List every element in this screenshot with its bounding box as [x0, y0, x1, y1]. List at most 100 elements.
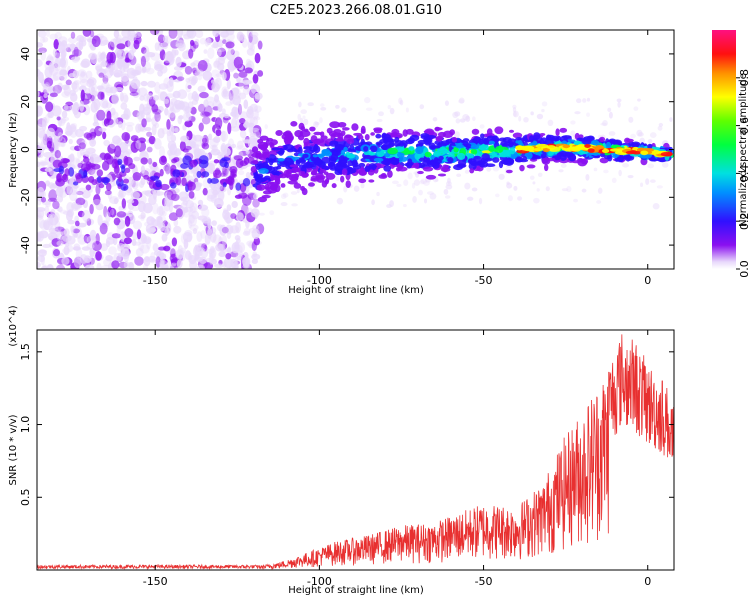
spectrogram-blob [144, 221, 150, 227]
spectrogram-blob [205, 248, 216, 254]
spectrogram-blob [38, 71, 44, 84]
colorbar-ticks: 0.0 0.2 0.4 0.6 0.8 [736, 69, 750, 278]
spectrogram-blob [566, 185, 572, 193]
spectrogram-blob [227, 122, 232, 135]
spectrogram-blob [121, 131, 131, 142]
spectrogram-blob [390, 160, 399, 165]
spectrogram-blob [91, 35, 101, 48]
spectrogram-blob [64, 43, 74, 53]
spectrogram-blob [236, 140, 244, 150]
spectrogram-blob [185, 81, 192, 93]
spectrogram-blob [123, 237, 132, 245]
spectrogram-blob [310, 171, 317, 176]
spectrogram-blob [440, 148, 449, 155]
spectrogram-blob [93, 194, 101, 206]
spectrogram-blob [166, 189, 177, 201]
spectrogram-blob [178, 115, 184, 120]
spectrogram-blob [219, 178, 230, 185]
spectrogram-blob [495, 193, 500, 198]
spectrogram-blob [555, 128, 560, 137]
spectrogram-blob [297, 113, 302, 121]
spectrogram-blob [329, 121, 341, 129]
spectrogram-blob [194, 93, 200, 102]
spectrogram-blob [195, 251, 203, 257]
spectrogram-blob [71, 203, 82, 210]
spectrogram-blob [414, 152, 421, 160]
spectrogram-blob [162, 210, 167, 217]
spectrogram-blob [451, 136, 458, 143]
spectrogram-blob [56, 240, 64, 247]
spectrogram-blob [68, 167, 75, 177]
spectrogram-blob [243, 99, 249, 110]
y-tick-label: 20 [19, 95, 32, 109]
spectrogram-blob [596, 200, 602, 204]
spectrogram-blob [300, 125, 306, 131]
spectrogram-blob [368, 152, 376, 156]
spectrogram-blob [68, 72, 76, 78]
spectrogram-blob [250, 83, 261, 95]
spectrogram-blob [188, 214, 195, 224]
spectrogram-blob [280, 201, 288, 207]
x-tick-label: -50 [475, 274, 493, 287]
spectrogram-blob [517, 196, 523, 201]
spectrogram-blob [233, 56, 244, 69]
spectrogram-blob [382, 133, 391, 140]
spectrogram-blob [402, 203, 407, 208]
spectrogram-blob [37, 105, 44, 117]
spectrogram-blob [462, 138, 470, 143]
spectrogram-blob [246, 30, 253, 40]
spectrogram-blob [158, 83, 169, 90]
spectrogram-blob [435, 178, 439, 182]
spectrogram-blob [157, 105, 164, 113]
spectrogram-blob [91, 179, 98, 186]
spectrogram-blob [113, 217, 121, 226]
spectrogram-blob [519, 164, 525, 172]
spectrogram-blob [669, 117, 673, 122]
spectrogram-blob [69, 92, 78, 103]
spectrogram-blob [83, 169, 88, 178]
spectrogram-blob [470, 144, 480, 150]
spectrogram-blob [340, 175, 345, 183]
spectrogram-blob [319, 117, 323, 124]
spectrogram-blob [49, 33, 58, 40]
spectrogram-blob [168, 77, 174, 87]
spectrogram-blob [47, 213, 54, 226]
spectrogram-blob [302, 115, 306, 120]
spectrogram-blob [225, 252, 232, 260]
spectrogram-blob [226, 79, 231, 90]
spectrogram-blob [147, 94, 153, 100]
spectrogram-blob [191, 67, 198, 74]
spectrogram-blob [221, 108, 226, 115]
spectrogram-blob [459, 118, 466, 123]
spectrogram-blob [280, 183, 286, 188]
spectrogram-blob [49, 92, 58, 98]
spectrogram-blob [533, 132, 541, 140]
spectrogram-blob [172, 187, 180, 194]
spectrogram-blob [184, 229, 193, 237]
spectrogram-blob [512, 106, 517, 113]
spectrogram-blob [156, 216, 163, 221]
spectrogram-blob [93, 156, 103, 163]
spectrogram-blob [216, 151, 224, 157]
spectrogram-blob [169, 143, 178, 156]
spectrogram-blob [383, 138, 393, 145]
spectrogram-blob [321, 156, 331, 164]
spectrogram-blob [512, 132, 523, 139]
spectrogram-blob [254, 108, 259, 120]
spectrogram-blob [454, 111, 461, 117]
spectrogram-blob [351, 161, 359, 168]
spectrogram-blob [230, 258, 238, 269]
spectrogram-blob [389, 107, 395, 115]
spectrogram-blob [396, 183, 402, 187]
spectrogram-blob [464, 182, 471, 190]
spectrogram-blob [542, 147, 550, 153]
spectrogram-blob [462, 141, 469, 146]
spectrogram-blob [52, 84, 63, 94]
spectrogram-blob [360, 128, 366, 135]
spectrogram-blob [533, 197, 540, 204]
spectrogram-blob [200, 111, 210, 118]
spectrogram-blob [163, 98, 170, 104]
spectrogram-blob [573, 198, 579, 203]
spectrogram-blob [70, 31, 76, 39]
